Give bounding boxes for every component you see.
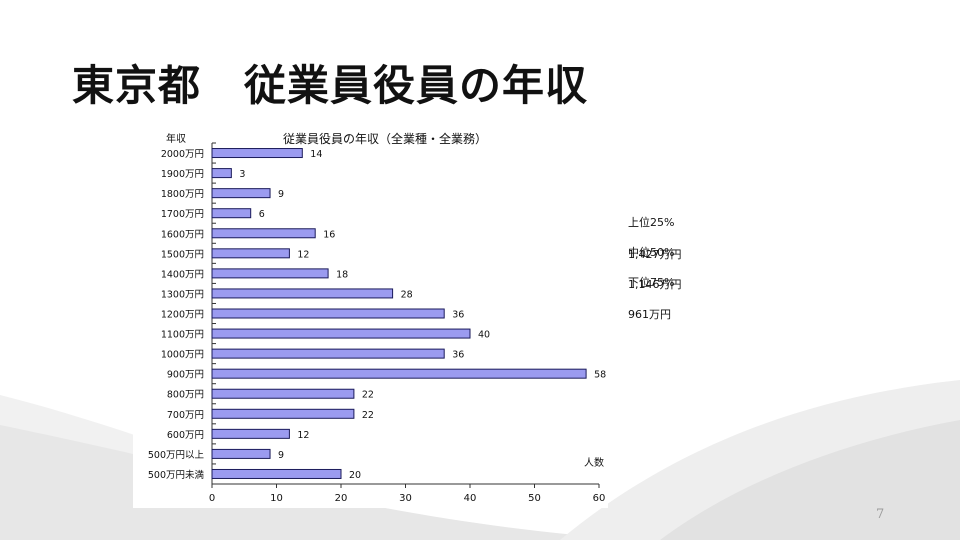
data-label: 36 [452, 350, 464, 361]
x-tick-label: 50 [528, 493, 541, 504]
stat-row: 上位25% 1,427万円 [614, 199, 682, 261]
category-label: 1400万円 [161, 269, 204, 280]
category-label: 1700万円 [161, 209, 204, 220]
x-axis-label: 人数 [584, 456, 604, 469]
category-label: 500万円以上 [148, 450, 205, 461]
category-label: 1500万円 [161, 249, 204, 260]
data-label: 28 [401, 289, 413, 300]
x-tick-label: 60 [593, 493, 606, 504]
bar [211, 448, 271, 459]
data-label: 22 [362, 390, 374, 401]
bar [211, 328, 471, 339]
bar [211, 188, 271, 199]
category-label: 1900万円 [161, 169, 204, 180]
stat-label: 上位25% [628, 216, 675, 229]
category-label: 1100万円 [161, 330, 204, 341]
data-label: 9 [278, 450, 284, 461]
category-label: 700万円 [167, 410, 204, 421]
stat-label: 下位75% [628, 276, 675, 289]
bar [211, 208, 252, 219]
x-tick-label: 10 [270, 493, 283, 504]
category-label: 1000万円 [161, 350, 204, 361]
x-tick-label: 30 [399, 493, 412, 504]
category-label: 600万円 [167, 430, 204, 441]
category-label: 1200万円 [161, 310, 204, 321]
bar [211, 268, 329, 279]
bar [211, 388, 355, 399]
category-label: 1300万円 [161, 289, 204, 300]
page-number: 7 [876, 507, 885, 522]
stat-row: 中位50% 1,146万円 [614, 229, 682, 291]
data-label: 22 [362, 410, 374, 421]
stat-value: 1,146万円 [628, 278, 682, 291]
data-label: 40 [478, 330, 490, 341]
data-label: 14 [310, 149, 322, 160]
chart-panel: 従業員役員の年収（全業種・全業務） 年収人数 2000万円 14 1900万円 3 1800… [133, 128, 608, 508]
stat-label: 中位50% [628, 246, 675, 259]
slide-title: 東京都 従業員役員の年収 [72, 61, 589, 110]
data-label: 12 [297, 249, 309, 260]
bar [211, 468, 342, 479]
data-label: 12 [297, 430, 309, 441]
stat-value: 1,427万円 [628, 248, 682, 261]
chart-title: 従業員役員の年収（全業種・全業務） [283, 131, 487, 146]
x-tick-label: 0 [209, 493, 215, 504]
category-label: 1600万円 [161, 229, 204, 240]
category-label: 1800万円 [161, 189, 204, 200]
category-label: 2000万円 [161, 149, 204, 160]
bar [211, 228, 316, 239]
x-tick-label: 20 [335, 493, 348, 504]
data-label: 20 [349, 470, 361, 481]
bar [211, 148, 303, 159]
bar [211, 428, 290, 439]
background-wave [660, 420, 960, 540]
data-label: 6 [259, 209, 265, 220]
x-tick-label: 40 [464, 493, 477, 504]
category-label: 500万円未満 [148, 469, 205, 481]
bar [211, 288, 394, 299]
stat-value: 961万円 [628, 308, 671, 321]
data-label: 9 [278, 189, 284, 200]
bar [211, 248, 290, 259]
bar [211, 348, 445, 359]
data-label: 18 [336, 269, 348, 280]
y-axis-label: 年収 [166, 132, 186, 145]
background-wave [0, 425, 640, 540]
bar [211, 168, 232, 179]
stat-row: 下位75% 961万円 [614, 259, 682, 321]
bar [211, 408, 355, 419]
data-label: 16 [323, 229, 335, 240]
category-label: 800万円 [167, 390, 204, 401]
data-label: 58 [594, 370, 606, 381]
category-label: 900万円 [167, 370, 204, 381]
data-label: 3 [239, 169, 245, 180]
bar [211, 308, 445, 319]
data-label: 36 [452, 310, 464, 321]
stats-panel: 上位25% 1,427万円 中位50% 1,146万円 下位75% 961万円 [614, 199, 682, 321]
bar [211, 368, 587, 379]
